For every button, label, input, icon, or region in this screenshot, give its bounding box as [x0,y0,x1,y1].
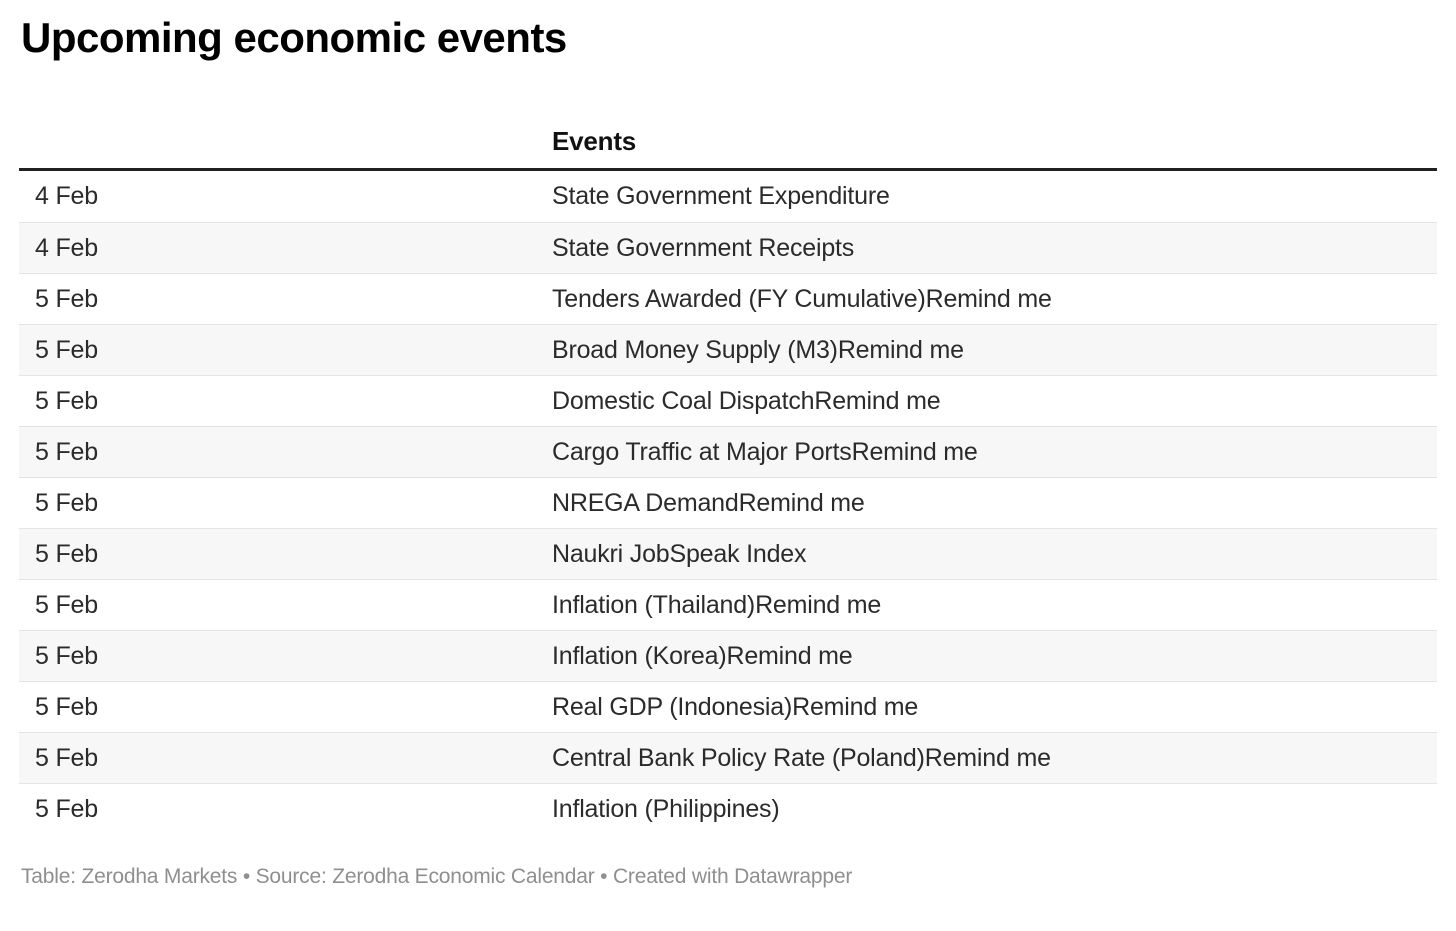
row-date: 5 Feb [35,692,98,721]
remind-me-link[interactable]: Remind me [726,641,853,670]
row-event: Tenders Awarded (FY Cumulative)Remind me [552,285,1437,314]
event-title: Tenders Awarded (FY Cumulative) [552,284,926,313]
table-body: 4 Feb State Government Expenditure 4 Feb… [19,171,1437,834]
table-row: 5 Feb Broad Money Supply (M3)Remind me [19,324,1437,375]
row-event: State Government Expenditure [552,182,1437,211]
row-event: State Government Receipts [552,234,1437,263]
table-row: 5 Feb Cargo Traffic at Major PortsRemind… [19,426,1437,477]
row-event: Cargo Traffic at Major PortsRemind me [552,438,1437,467]
row-date: 5 Feb [35,641,98,670]
event-title: Inflation (Thailand) [552,590,756,619]
row-event: NREGA DemandRemind me [552,489,1437,518]
table-row: 5 Feb Tenders Awarded (FY Cumulative)Rem… [19,273,1437,324]
remind-me-link[interactable]: Remind me [925,284,1052,313]
row-date: 5 Feb [35,335,98,364]
remind-me-link[interactable]: Remind me [738,488,865,517]
row-event: Inflation (Thailand)Remind me [552,591,1437,620]
row-event: Naukri JobSpeak Index [552,540,1437,569]
event-title: State Government Receipts [552,233,855,262]
table-row: 5 Feb Domestic Coal DispatchRemind me [19,375,1437,426]
row-date: 5 Feb [35,539,98,568]
row-date: 4 Feb [35,233,98,262]
remind-me-link[interactable]: Remind me [924,743,1051,772]
chart-title: Upcoming economic events [21,14,567,61]
row-event: Inflation (Korea)Remind me [552,642,1437,671]
remind-me-link[interactable]: Remind me [792,692,919,721]
row-event: Inflation (Philippines) [552,795,1437,824]
event-title: NREGA Demand [552,488,739,517]
event-title: Inflation (Korea) [552,641,727,670]
event-title: Naukri JobSpeak Index [552,539,807,568]
table-row: 5 Feb Inflation (Philippines) [19,783,1437,834]
row-date: 5 Feb [35,488,98,517]
header-date-column [19,128,552,154]
table-row: 4 Feb State Government Receipts [19,222,1437,273]
row-date: 5 Feb [35,386,98,415]
event-title: Domestic Coal Dispatch [552,386,815,415]
table-row: 5 Feb Naukri JobSpeak Index [19,528,1437,579]
remind-me-link[interactable]: Remind me [851,437,978,466]
event-title: Broad Money Supply (M3) [552,335,838,364]
row-date: 5 Feb [35,437,98,466]
events-table: Events 4 Feb State Government Expenditur… [19,116,1437,834]
table-row: 5 Feb Inflation (Thailand)Remind me [19,579,1437,630]
header-events-column: Events [552,128,637,154]
datawrapper-table-chart: Upcoming economic events Events 4 Feb St… [0,16,1456,931]
table-row: 5 Feb Real GDP (Indonesia)Remind me [19,681,1437,732]
row-date: 5 Feb [35,590,98,619]
row-date: 5 Feb [35,794,98,823]
event-title: Central Bank Policy Rate (Poland) [552,743,925,772]
event-title: State Government Expenditure [552,182,890,210]
event-title: Inflation (Philippines) [552,794,780,823]
remind-me-link[interactable]: Remind me [814,386,941,415]
table-row: 5 Feb NREGA DemandRemind me [19,477,1437,528]
footer-attribution: Table: Zerodha Markets • Source: Zerodha… [21,865,853,888]
event-title: Real GDP (Indonesia) [552,692,793,721]
table-row: 4 Feb State Government Expenditure [19,171,1437,222]
remind-me-link[interactable]: Remind me [837,335,964,364]
row-event: Real GDP (Indonesia)Remind me [552,693,1437,722]
row-event: Broad Money Supply (M3)Remind me [552,336,1437,365]
table-row: 5 Feb Central Bank Policy Rate (Poland)R… [19,732,1437,783]
row-event: Central Bank Policy Rate (Poland)Remind … [552,744,1437,773]
remind-me-link[interactable]: Remind me [755,590,882,619]
row-date: 5 Feb [35,284,98,313]
row-date: 5 Feb [35,743,98,772]
table-header-row: Events [19,116,1437,171]
event-title: Cargo Traffic at Major Ports [552,437,852,466]
table-row: 5 Feb Inflation (Korea)Remind me [19,630,1437,681]
row-date: 4 Feb [35,182,98,210]
row-event: Domestic Coal DispatchRemind me [552,387,1437,416]
